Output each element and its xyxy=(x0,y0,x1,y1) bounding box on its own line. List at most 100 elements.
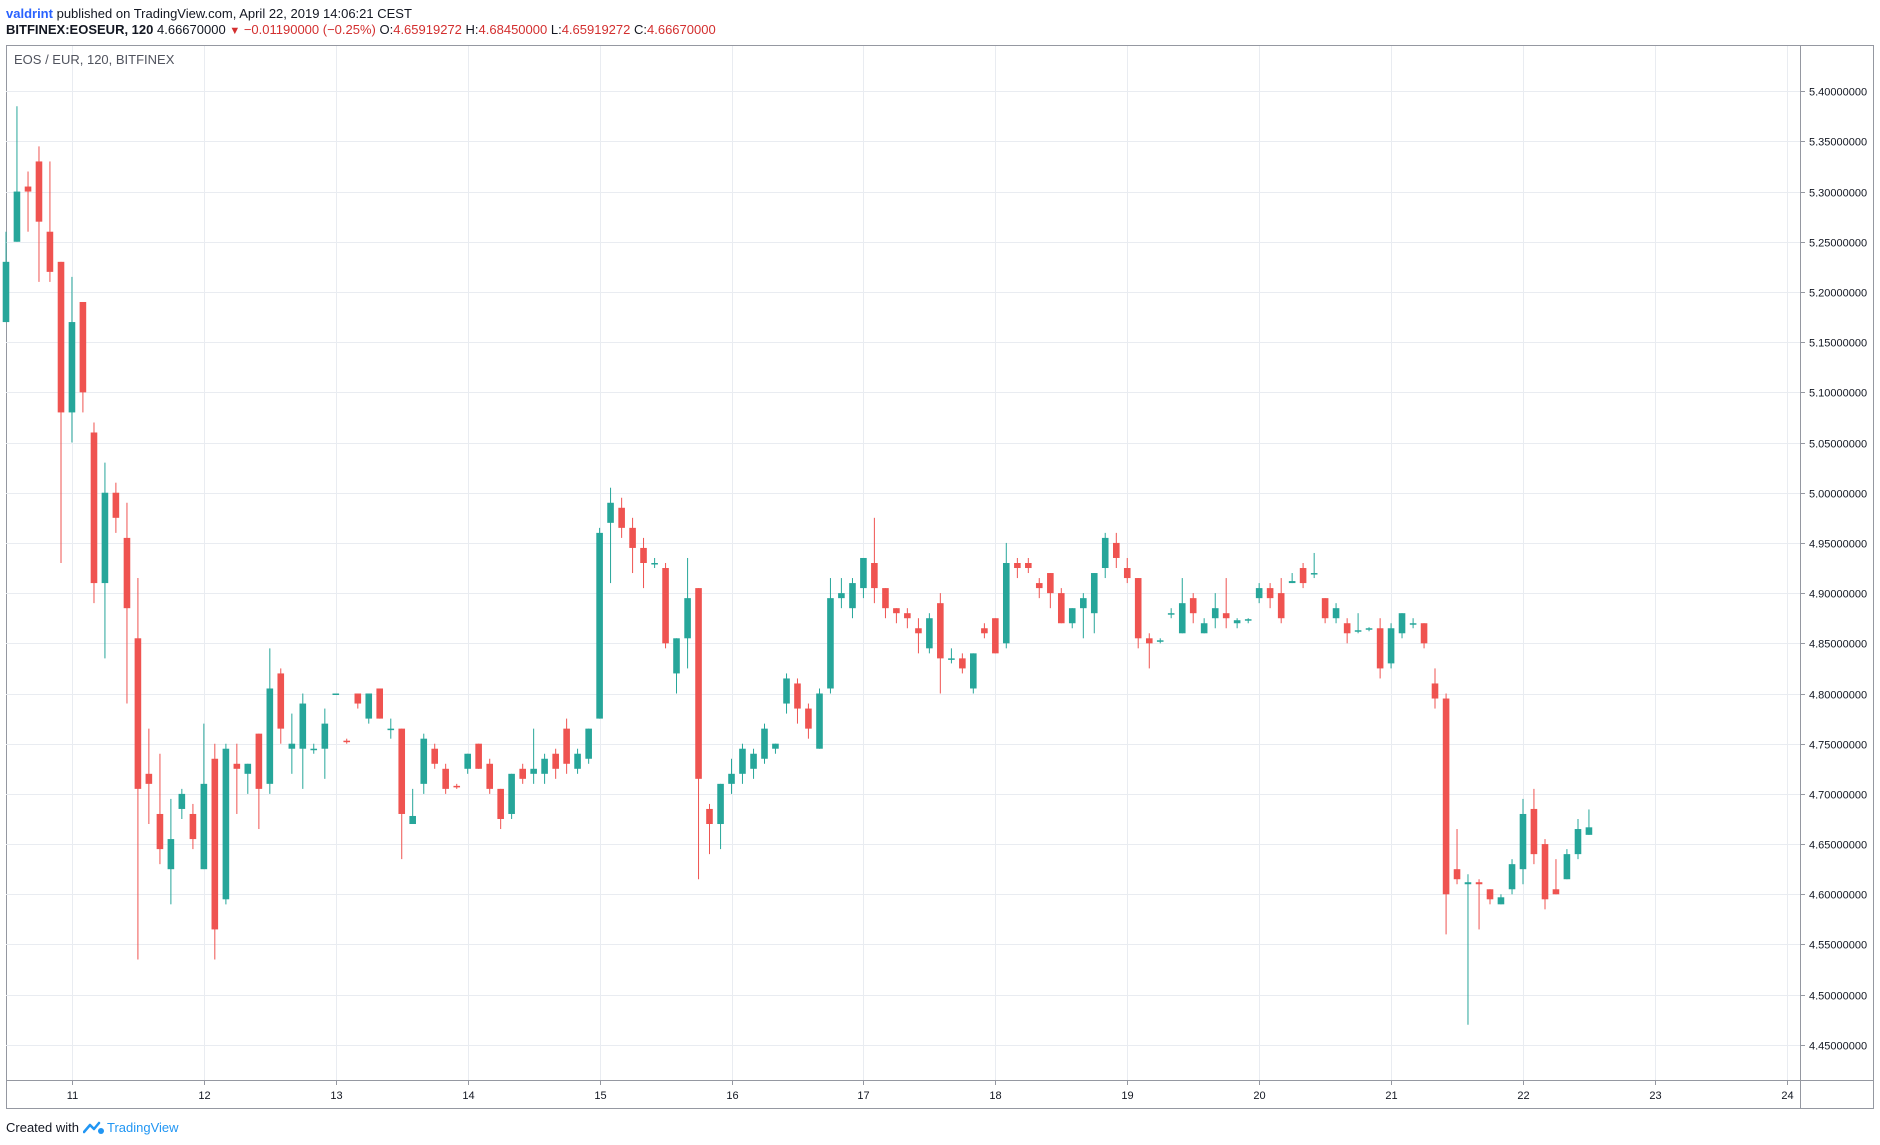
publish-info: published on TradingView.com, April 22, … xyxy=(56,6,412,21)
candle-body xyxy=(134,638,142,789)
high-label: H: xyxy=(465,22,479,37)
candle-body xyxy=(948,658,955,660)
candle xyxy=(1387,623,1395,669)
candle-body xyxy=(827,598,834,689)
candle xyxy=(145,728,153,825)
candle xyxy=(24,171,32,232)
candle-body xyxy=(1101,537,1109,569)
candle-body xyxy=(57,261,65,413)
candle-body xyxy=(46,231,54,272)
candle xyxy=(90,422,98,604)
candle-body xyxy=(1090,573,1098,614)
candle-body xyxy=(387,728,395,731)
candle xyxy=(1552,859,1560,895)
candle-body xyxy=(1475,882,1483,885)
candle-body xyxy=(508,773,515,814)
candle-body xyxy=(189,813,197,840)
tradingview-brand[interactable]: TradingView xyxy=(106,1120,179,1135)
candle-body xyxy=(486,763,494,789)
candle xyxy=(783,673,790,714)
candle xyxy=(1310,552,1318,579)
x-tick-label: 18 xyxy=(989,1090,1001,1102)
candle xyxy=(453,783,461,789)
y-tick-label: 4.95000000 xyxy=(1809,539,1867,551)
candle-body xyxy=(937,603,944,659)
y-tick-label: 4.80000000 xyxy=(1809,690,1867,702)
candle xyxy=(805,703,812,739)
y-tick-label: 4.90000000 xyxy=(1809,589,1867,601)
candle xyxy=(1014,557,1021,579)
candle-body xyxy=(398,728,406,814)
candle xyxy=(486,758,494,794)
candle-body xyxy=(750,753,757,769)
candle-body xyxy=(992,618,999,654)
candle xyxy=(1266,583,1274,609)
candle xyxy=(1475,879,1483,930)
candle xyxy=(937,593,944,694)
candle xyxy=(431,743,439,769)
x-tick-label: 23 xyxy=(1649,1090,1661,1102)
candle xyxy=(728,758,735,794)
candle xyxy=(1145,633,1153,669)
candle xyxy=(871,517,878,604)
candle xyxy=(772,743,779,754)
x-tick-label: 11 xyxy=(67,1090,78,1102)
candle-body xyxy=(1113,542,1120,558)
symbol-ohlc-line: BITFINEX:EOSEUR, 120 4.66670000 ▼ −0.011… xyxy=(6,22,716,39)
candle xyxy=(420,733,428,794)
candle xyxy=(1288,573,1296,584)
candle-body xyxy=(376,688,384,719)
candle xyxy=(761,723,768,764)
author-name[interactable]: valdrint xyxy=(6,6,53,21)
open-value: 4.65919272 xyxy=(393,22,462,37)
candle xyxy=(1277,578,1285,624)
candle-body xyxy=(618,507,625,528)
candle-body xyxy=(794,683,801,709)
y-tick-label: 5.10000000 xyxy=(1809,388,1867,400)
candle-body xyxy=(904,613,911,619)
candle-body xyxy=(915,628,922,634)
chart-frame[interactable] xyxy=(6,45,1874,1109)
chart-title: EOS / EUR, 120, BITFINEX xyxy=(14,52,175,67)
last-price: 4.66670000 xyxy=(157,22,226,37)
candle xyxy=(2,231,10,323)
y-tick-label: 4.85000000 xyxy=(1809,639,1867,651)
candle xyxy=(816,688,823,749)
candle-body xyxy=(695,588,702,779)
y-tick-label: 5.25000000 xyxy=(1809,238,1867,250)
candle xyxy=(442,763,449,794)
candle xyxy=(1343,618,1351,644)
candle-body xyxy=(838,593,845,599)
candle-body xyxy=(662,568,669,644)
candle xyxy=(1365,627,1373,632)
candle-body xyxy=(651,563,658,565)
candle-body xyxy=(255,733,263,789)
tradingview-logo-icon xyxy=(82,1121,104,1134)
candle-body xyxy=(970,653,977,689)
y-tick-label: 4.60000000 xyxy=(1809,890,1867,902)
candle xyxy=(1002,542,1010,649)
candle xyxy=(365,693,373,724)
candle-body xyxy=(1563,854,1571,880)
candle xyxy=(189,803,197,850)
candle xyxy=(101,462,109,659)
candle xyxy=(717,783,724,850)
candle-body xyxy=(1233,620,1241,624)
candle xyxy=(1420,623,1428,649)
candle xyxy=(387,718,395,739)
candle xyxy=(992,618,999,654)
candle-body xyxy=(1508,864,1516,890)
y-tick-label: 5.20000000 xyxy=(1809,288,1867,300)
candle-body xyxy=(277,673,285,729)
candle-body xyxy=(1266,588,1274,599)
candle xyxy=(475,743,482,769)
candle-body xyxy=(233,763,241,769)
y-tick-label: 5.40000000 xyxy=(1809,87,1867,99)
candle-body xyxy=(574,753,581,769)
candle xyxy=(1541,839,1549,910)
candle-body xyxy=(871,563,878,589)
low-value: 4.65919272 xyxy=(561,22,631,37)
candle-body xyxy=(1486,889,1494,900)
candle-body xyxy=(299,703,307,749)
